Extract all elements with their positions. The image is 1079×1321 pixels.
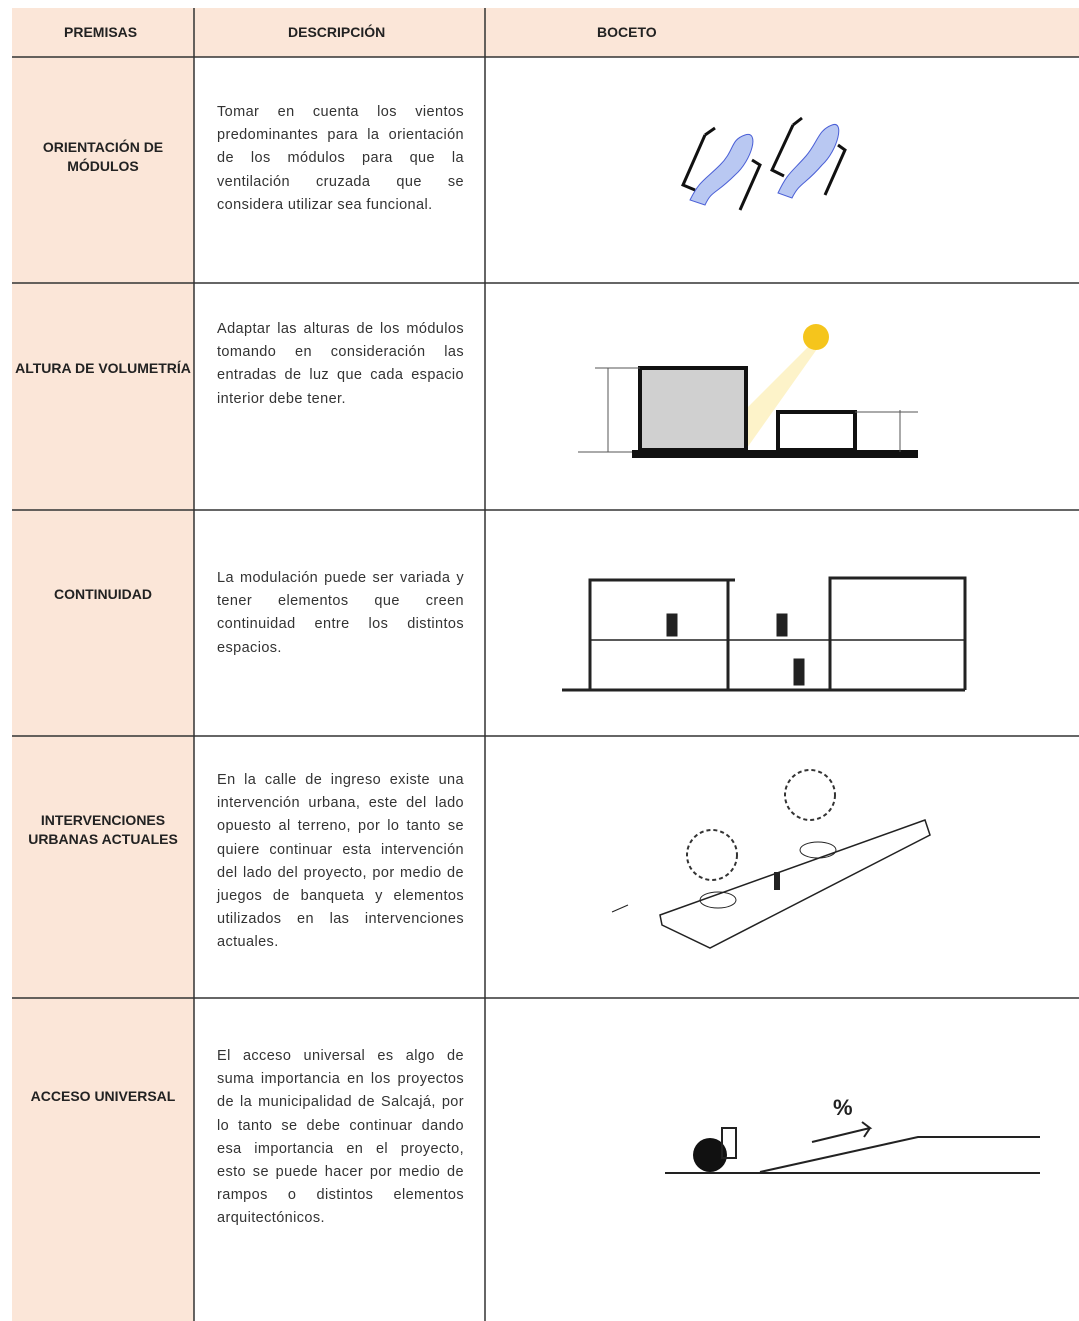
sketch-urban xyxy=(611,769,931,949)
header-premisas: PREMISAS xyxy=(64,24,138,40)
description: El acceso universal es algo de suma impo… xyxy=(217,1048,464,1227)
sketch-heights xyxy=(578,324,918,458)
premise: ACCESO UNIVERSAL xyxy=(30,1088,176,1104)
premise: INTERVENCIONES URBANAS ACTUALES xyxy=(28,812,178,847)
header-descripcion: DESCRIPCIÓN xyxy=(288,24,386,40)
premise: CONTINUIDAD xyxy=(54,586,152,602)
description: Adaptar las alturas de los módulos toman… xyxy=(217,321,464,407)
grid xyxy=(12,8,1079,1321)
premise-column-bg xyxy=(12,57,194,1321)
sketch-wind xyxy=(681,116,847,211)
sketch-access: % xyxy=(665,1095,1040,1174)
sketch-continuity xyxy=(562,576,967,692)
description: Tomar en cuenta los vientos predominante… xyxy=(217,104,464,213)
header-bg xyxy=(12,8,1079,57)
premise: ALTURA DE VOLUMETRÍA xyxy=(15,360,191,376)
premise: ORIENTACIÓN DE MÓDULOS xyxy=(42,139,164,174)
description: En la calle de ingreso existe una interv… xyxy=(217,772,464,951)
description: La modulación puede ser variada y tener … xyxy=(217,570,464,656)
svg-text:%: % xyxy=(833,1095,853,1120)
header-boceto: BOCETO xyxy=(597,24,657,40)
